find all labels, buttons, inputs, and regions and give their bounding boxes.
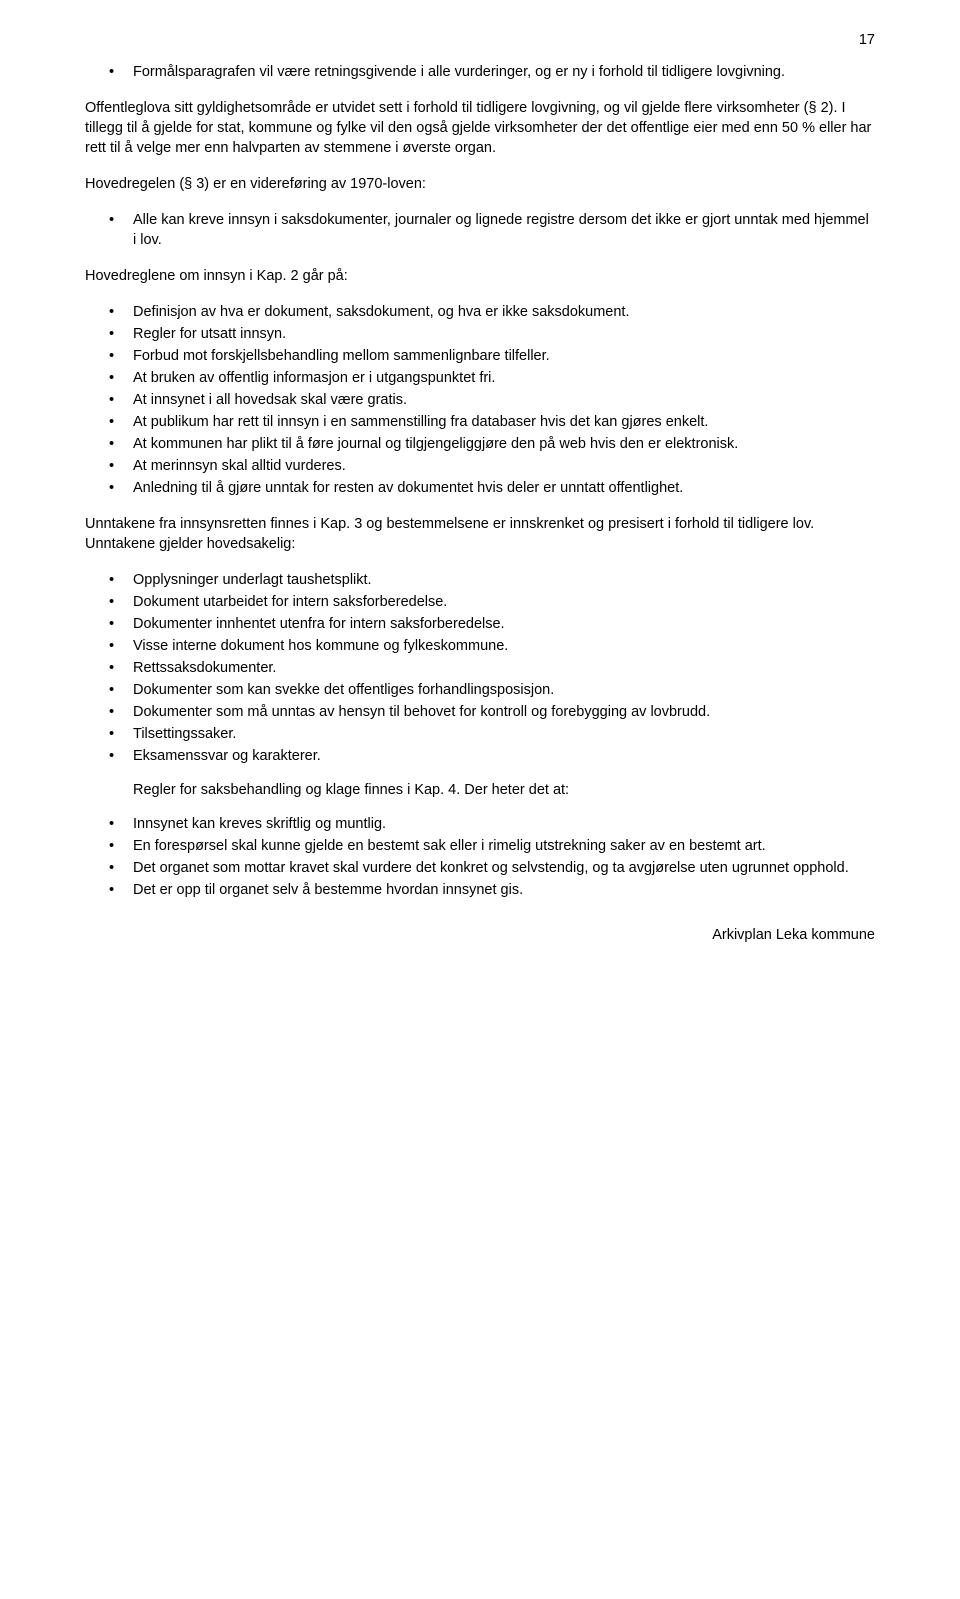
list-item: Tilsettingssaker.	[85, 724, 875, 744]
paragraph: Hovedregelen (§ 3) er en videreføring av…	[85, 174, 875, 194]
list-item: Det organet som mottar kravet skal vurde…	[85, 858, 875, 878]
list-item: Eksamenssvar og karakterer.	[85, 746, 875, 766]
list-item: At publikum har rett til innsyn i en sam…	[85, 412, 875, 432]
list-item: Forbud mot forskjellsbehandling mellom s…	[85, 346, 875, 366]
list-item: Definisjon av hva er dokument, saksdokum…	[85, 302, 875, 322]
kap2-bullet-list: Definisjon av hva er dokument, saksdokum…	[85, 302, 875, 498]
list-item: Dokumenter som må unntas av hensyn til b…	[85, 702, 875, 722]
kap3-bullet-list: Opplysninger underlagt taushetsplikt. Do…	[85, 570, 875, 766]
list-item: At bruken av offentlig informasjon er i …	[85, 368, 875, 388]
mid-bullet-list: Alle kan kreve innsyn i saksdokumenter, …	[85, 210, 875, 250]
paragraph: Offentleglova sitt gyldighetsområde er u…	[85, 98, 875, 158]
list-item: En forespørsel skal kunne gjelde en best…	[85, 836, 875, 856]
page-number: 17	[85, 30, 875, 50]
list-item: Formålsparagrafen vil være retningsgiven…	[85, 62, 875, 82]
footer-text: Arkivplan Leka kommune	[85, 925, 875, 945]
list-item: Opplysninger underlagt taushetsplikt.	[85, 570, 875, 590]
list-item: Visse interne dokument hos kommune og fy…	[85, 636, 875, 656]
list-item: At innsynet i all hovedsak skal være gra…	[85, 390, 875, 410]
list-item: Dokument utarbeidet for intern saksforbe…	[85, 592, 875, 612]
list-item: At kommunen har plikt til å føre journal…	[85, 434, 875, 454]
list-item: Rettssaksdokumenter.	[85, 658, 875, 678]
kap4-bullet-list: Innsynet kan kreves skriftlig og muntlig…	[85, 814, 875, 900]
top-bullet-list: Formålsparagrafen vil være retningsgiven…	[85, 62, 875, 82]
paragraph: Hovedreglene om innsyn i Kap. 2 går på:	[85, 266, 875, 286]
list-item: Dokumenter innhentet utenfra for intern …	[85, 614, 875, 634]
kap4-block: Regler for saksbehandling og klage finne…	[85, 780, 875, 800]
paragraph: Unntakene fra innsynsretten finnes i Kap…	[85, 514, 875, 554]
list-item: At merinnsyn skal alltid vurderes.	[85, 456, 875, 476]
kap4-intro: Regler for saksbehandling og klage finne…	[133, 780, 875, 800]
list-item: Innsynet kan kreves skriftlig og muntlig…	[85, 814, 875, 834]
list-item: Anledning til å gjøre unntak for resten …	[85, 478, 875, 498]
list-item: Dokumenter som kan svekke det offentlige…	[85, 680, 875, 700]
list-item: Regler for utsatt innsyn.	[85, 324, 875, 344]
list-item: Alle kan kreve innsyn i saksdokumenter, …	[85, 210, 875, 250]
list-item: Det er opp til organet selv å bestemme h…	[85, 880, 875, 900]
